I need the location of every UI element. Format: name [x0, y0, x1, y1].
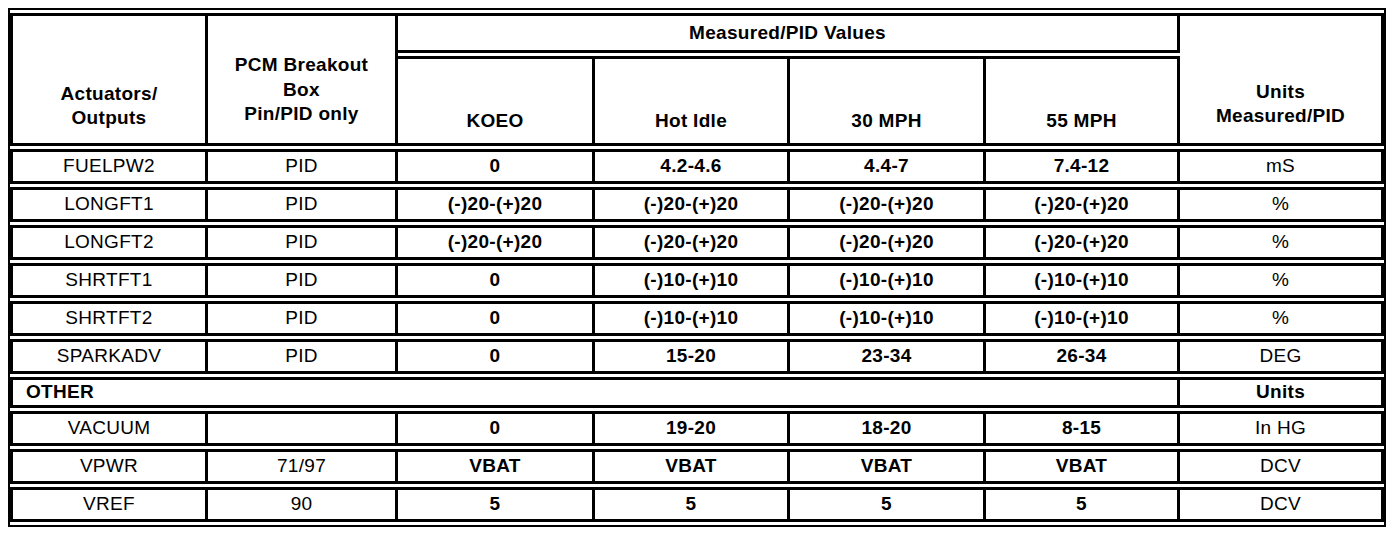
section-units-label: Units	[1180, 377, 1384, 408]
cell-value-55mph: 26-34	[986, 339, 1180, 374]
cell-pin-pid	[208, 411, 398, 446]
section-label: OTHER	[10, 377, 1180, 408]
cell-value-30mph: (-)20-(+)20	[790, 225, 986, 260]
cell-value-koeo: 5	[398, 487, 595, 522]
cell-value-30mph: VBAT	[790, 449, 986, 484]
table-row: LONGFT2 PID (-)20-(+)20 (-)20-(+)20 (-)2…	[10, 225, 1384, 260]
cell-value-55mph: (-)20-(+)20	[986, 187, 1180, 222]
cell-value-hot-idle: (-)10-(+)10	[595, 263, 790, 298]
cell-value-hot-idle: (-)10-(+)10	[595, 301, 790, 336]
cell-value-koeo: 0	[398, 411, 595, 446]
table-row: SHRTFT1 PID 0 (-)10-(+)10 (-)10-(+)10 (-…	[10, 263, 1384, 298]
cell-value-55mph: (-)10-(+)10	[986, 263, 1180, 298]
cell-value-30mph: 5	[790, 487, 986, 522]
cell-actuator-name: SHRTFT1	[10, 263, 208, 298]
cell-units: DEG	[1180, 339, 1384, 374]
table-row: VACUUM 0 19-20 18-20 8-15 In HG	[10, 411, 1384, 446]
pcm-values-table: Actuators/ Outputs PCM Breakout Box Pin/…	[8, 8, 1386, 527]
cell-value-55mph: 7.4-12	[986, 149, 1180, 184]
cell-pin-pid: PID	[208, 339, 398, 374]
cell-value-55mph: (-)20-(+)20	[986, 225, 1180, 260]
table-row: VREF 90 5 5 5 5 DCV	[10, 487, 1384, 522]
cell-pin-pid: 90	[208, 487, 398, 522]
cell-pin-pid: PID	[208, 263, 398, 298]
cell-value-koeo: 0	[398, 339, 595, 374]
cell-value-hot-idle: (-)20-(+)20	[595, 187, 790, 222]
cell-actuator-name: VREF	[10, 487, 208, 522]
cell-value-55mph: 5	[986, 487, 1180, 522]
table-row: LONGFT1 PID (-)20-(+)20 (-)20-(+)20 (-)2…	[10, 187, 1384, 222]
cell-value-55mph: VBAT	[986, 449, 1180, 484]
cell-value-55mph: (-)10-(+)10	[986, 301, 1180, 336]
cell-actuator-name: FUELPW2	[10, 149, 208, 184]
table-row: SHRTFT2 PID 0 (-)10-(+)10 (-)10-(+)10 (-…	[10, 301, 1384, 336]
cell-pin-pid: PID	[208, 149, 398, 184]
section-row: OTHER Units	[10, 377, 1384, 408]
cell-value-hot-idle: 5	[595, 487, 790, 522]
cell-value-koeo: VBAT	[398, 449, 595, 484]
cell-actuator-name: LONGFT1	[10, 187, 208, 222]
cell-actuator-name: SHRTFT2	[10, 301, 208, 336]
document-page: Actuators/ Outputs PCM Breakout Box Pin/…	[0, 0, 1392, 540]
cell-value-koeo: 0	[398, 301, 595, 336]
cell-actuator-name: LONGFT2	[10, 225, 208, 260]
header-30-mph: 30 MPH	[790, 56, 986, 146]
cell-units: DCV	[1180, 487, 1384, 522]
cell-pin-pid: PID	[208, 301, 398, 336]
header-hot-idle: Hot Idle	[595, 56, 790, 146]
cell-units: %	[1180, 187, 1384, 222]
cell-value-hot-idle: VBAT	[595, 449, 790, 484]
table-row: SPARKADV PID 0 15-20 23-34 26-34 DEG	[10, 339, 1384, 374]
cell-units: %	[1180, 301, 1384, 336]
header-row-band: Actuators/ Outputs PCM Breakout Box Pin/…	[10, 13, 1384, 53]
header-koeo: KOEO	[398, 56, 595, 146]
table-row: VPWR 71/97 VBAT VBAT VBAT VBAT DCV	[10, 449, 1384, 484]
cell-units: %	[1180, 225, 1384, 260]
cell-actuator-name: SPARKADV	[10, 339, 208, 374]
header-measured-pid-values: Measured/PID Values	[398, 13, 1180, 53]
cell-value-hot-idle: (-)20-(+)20	[595, 225, 790, 260]
cell-value-koeo: 0	[398, 263, 595, 298]
header-units-measured-pid: Units Measured/PID	[1180, 13, 1384, 146]
cell-value-30mph: (-)20-(+)20	[790, 187, 986, 222]
cell-value-30mph: 23-34	[790, 339, 986, 374]
cell-units: mS	[1180, 149, 1384, 184]
cell-units: In HG	[1180, 411, 1384, 446]
table-row: FUELPW2 PID 0 4.2-4.6 4.4-7 7.4-12 mS	[10, 149, 1384, 184]
cell-value-55mph: 8-15	[986, 411, 1180, 446]
cell-value-hot-idle: 4.2-4.6	[595, 149, 790, 184]
header-55-mph: 55 MPH	[986, 56, 1180, 146]
cell-pin-pid: 71/97	[208, 449, 398, 484]
cell-value-koeo: (-)20-(+)20	[398, 187, 595, 222]
cell-value-hot-idle: 15-20	[595, 339, 790, 374]
header-actuators-outputs: Actuators/ Outputs	[10, 13, 208, 146]
cell-value-koeo: (-)20-(+)20	[398, 225, 595, 260]
cell-value-30mph: (-)10-(+)10	[790, 301, 986, 336]
cell-actuator-name: VPWR	[10, 449, 208, 484]
cell-units: DCV	[1180, 449, 1384, 484]
cell-value-koeo: 0	[398, 149, 595, 184]
cell-pin-pid: PID	[208, 225, 398, 260]
cell-value-30mph: (-)10-(+)10	[790, 263, 986, 298]
cell-actuator-name: VACUUM	[10, 411, 208, 446]
cell-value-hot-idle: 19-20	[595, 411, 790, 446]
cell-value-30mph: 4.4-7	[790, 149, 986, 184]
cell-units: %	[1180, 263, 1384, 298]
cell-pin-pid: PID	[208, 187, 398, 222]
cell-value-30mph: 18-20	[790, 411, 986, 446]
header-pcm-breakout-box: PCM Breakout Box Pin/PID only	[208, 13, 398, 146]
